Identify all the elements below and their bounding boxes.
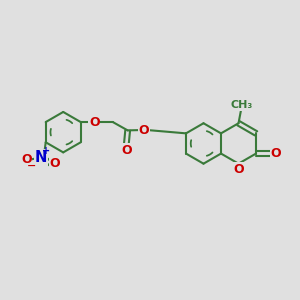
Text: −: − bbox=[26, 160, 36, 170]
Text: O: O bbox=[233, 163, 244, 176]
Text: O: O bbox=[121, 144, 131, 157]
Text: O: O bbox=[89, 116, 100, 129]
Text: O: O bbox=[138, 124, 149, 136]
Text: +: + bbox=[42, 146, 50, 157]
Text: O: O bbox=[50, 157, 60, 170]
Text: CH₃: CH₃ bbox=[231, 100, 253, 110]
Text: O: O bbox=[271, 147, 281, 160]
Text: O: O bbox=[21, 153, 32, 166]
Text: N: N bbox=[35, 150, 47, 165]
